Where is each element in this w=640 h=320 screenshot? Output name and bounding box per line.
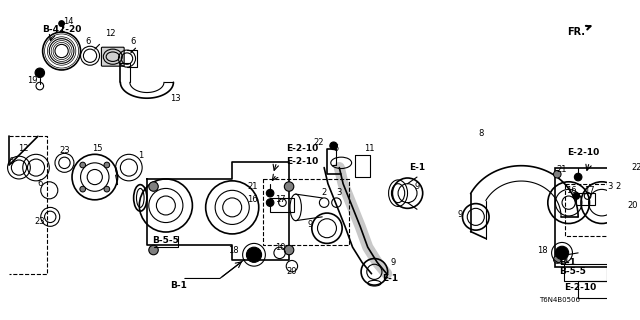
Text: 11: 11 xyxy=(364,144,375,153)
Bar xyxy=(556,168,631,267)
Circle shape xyxy=(246,247,262,262)
Text: 6: 6 xyxy=(37,179,42,188)
Bar xyxy=(578,281,630,298)
Bar xyxy=(270,198,294,212)
Circle shape xyxy=(80,162,86,168)
Text: 23: 23 xyxy=(59,146,70,155)
Circle shape xyxy=(59,21,65,26)
Text: B-5-5: B-5-5 xyxy=(152,236,179,245)
Text: 20: 20 xyxy=(628,201,638,210)
Text: 6: 6 xyxy=(9,157,14,166)
Text: 16: 16 xyxy=(566,186,576,195)
Circle shape xyxy=(148,245,158,255)
Text: E-1: E-1 xyxy=(409,163,425,172)
Text: 8: 8 xyxy=(479,129,484,138)
Text: 17: 17 xyxy=(584,186,595,195)
Circle shape xyxy=(104,186,109,192)
Circle shape xyxy=(104,162,109,168)
Text: 14: 14 xyxy=(63,17,74,26)
Text: 22: 22 xyxy=(632,163,640,172)
FancyBboxPatch shape xyxy=(101,47,124,66)
Text: 18: 18 xyxy=(537,245,548,254)
Text: 9: 9 xyxy=(457,211,463,220)
Bar xyxy=(264,179,349,245)
Text: B-1: B-1 xyxy=(170,281,187,290)
Text: 2: 2 xyxy=(321,188,327,197)
Text: 13: 13 xyxy=(170,94,180,103)
Text: 9: 9 xyxy=(390,258,396,267)
Circle shape xyxy=(80,186,86,192)
Text: 3: 3 xyxy=(607,182,613,191)
Circle shape xyxy=(556,246,569,260)
Circle shape xyxy=(148,182,158,191)
Circle shape xyxy=(573,193,580,199)
Text: 19: 19 xyxy=(27,76,38,85)
Circle shape xyxy=(621,256,629,263)
Text: E-2-10: E-2-10 xyxy=(564,284,596,292)
Text: 10: 10 xyxy=(275,243,286,252)
Text: B-1: B-1 xyxy=(559,258,576,267)
Text: 3: 3 xyxy=(337,188,342,197)
Circle shape xyxy=(284,182,294,191)
Circle shape xyxy=(35,68,45,77)
Circle shape xyxy=(554,256,561,263)
Text: E-1: E-1 xyxy=(383,274,399,283)
Circle shape xyxy=(621,171,629,178)
Text: 1: 1 xyxy=(138,151,143,160)
Text: 9: 9 xyxy=(414,182,420,191)
Text: 12: 12 xyxy=(19,144,29,153)
Text: 21: 21 xyxy=(556,165,567,174)
Text: B-42-20: B-42-20 xyxy=(42,25,81,34)
Text: 15: 15 xyxy=(92,144,103,153)
Text: 22: 22 xyxy=(313,139,324,148)
Text: 6: 6 xyxy=(86,37,91,46)
Circle shape xyxy=(266,189,274,197)
Text: 18: 18 xyxy=(228,245,239,254)
Text: 20: 20 xyxy=(287,267,297,276)
Circle shape xyxy=(574,173,582,181)
Text: FR.: FR. xyxy=(567,26,591,37)
Text: E-2-10: E-2-10 xyxy=(286,157,319,166)
Circle shape xyxy=(284,245,294,255)
Text: 12: 12 xyxy=(105,29,115,38)
Circle shape xyxy=(554,171,561,178)
Text: B-5-5: B-5-5 xyxy=(559,267,586,276)
Text: E-2-10: E-2-10 xyxy=(567,148,599,157)
Bar xyxy=(576,193,595,204)
Circle shape xyxy=(266,199,274,206)
Text: 2: 2 xyxy=(615,182,621,191)
Bar xyxy=(564,264,607,281)
Circle shape xyxy=(330,142,337,149)
Text: 17: 17 xyxy=(275,195,286,204)
Text: E-2-10: E-2-10 xyxy=(286,144,319,153)
Text: 5: 5 xyxy=(334,144,339,153)
Text: 9: 9 xyxy=(307,220,313,229)
Text: T6N4B0506: T6N4B0506 xyxy=(539,297,580,303)
Text: 6: 6 xyxy=(130,37,136,46)
Bar xyxy=(565,184,636,236)
Text: 23: 23 xyxy=(35,217,45,226)
Text: 16: 16 xyxy=(247,195,258,204)
Text: 21: 21 xyxy=(247,182,258,191)
